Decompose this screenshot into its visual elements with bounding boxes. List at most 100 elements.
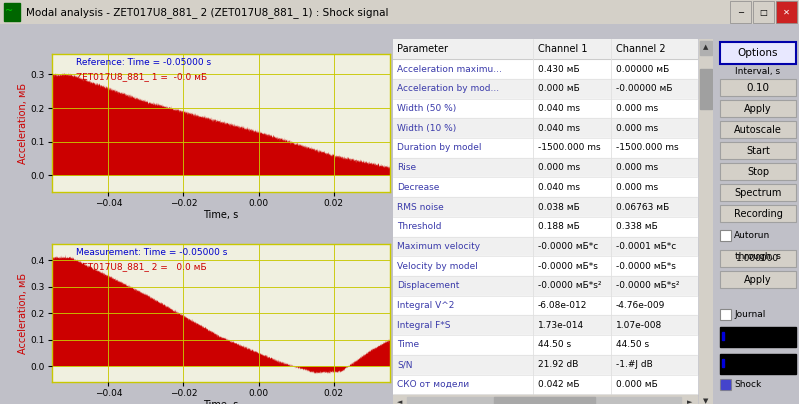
- Text: Channel 2: Channel 2: [616, 44, 666, 54]
- Text: 0.06763 мБ: 0.06763 мБ: [616, 202, 670, 212]
- Text: 0.430 мБ: 0.430 мБ: [538, 65, 579, 74]
- Text: -0.00000 мБ: -0.00000 мБ: [616, 84, 673, 93]
- Text: S/N: S/N: [397, 360, 412, 369]
- Text: -4.76e-009: -4.76e-009: [616, 301, 666, 310]
- FancyBboxPatch shape: [720, 142, 796, 159]
- Text: ~: ~: [5, 6, 13, 16]
- Text: 0.038 мБ: 0.038 мБ: [538, 202, 580, 212]
- X-axis label: Time, s: Time, s: [204, 400, 239, 404]
- Bar: [722, 332, 724, 340]
- Bar: [393, 316, 697, 335]
- Text: Spectrum: Spectrum: [734, 188, 781, 198]
- Bar: [393, 296, 697, 316]
- Bar: [393, 99, 697, 118]
- Bar: [393, 335, 697, 355]
- Text: 0.000 ms: 0.000 ms: [616, 104, 658, 113]
- Text: СКО от модели: СКО от модели: [397, 380, 469, 389]
- FancyBboxPatch shape: [720, 184, 796, 201]
- Bar: [393, 395, 697, 404]
- Text: Shock: Shock: [734, 380, 761, 389]
- Text: 0.000 ms: 0.000 ms: [616, 163, 658, 172]
- Text: Autorun: Autorun: [734, 231, 770, 240]
- Text: 1.73e-014: 1.73e-014: [538, 321, 584, 330]
- Text: Journal: Journal: [734, 310, 765, 319]
- Bar: [700, 41, 712, 55]
- Text: Displacement: Displacement: [397, 281, 459, 290]
- Bar: [720, 327, 796, 347]
- Text: Autoscale: Autoscale: [734, 125, 782, 135]
- Text: Threshold: Threshold: [397, 222, 442, 231]
- Bar: [393, 375, 697, 394]
- Text: 44.50 s: 44.50 s: [538, 341, 571, 349]
- Text: 0.000 мБ: 0.000 мБ: [616, 380, 658, 389]
- Text: 0.000 ms: 0.000 ms: [616, 183, 658, 192]
- Bar: [722, 359, 724, 367]
- Text: Rise: Rise: [397, 163, 416, 172]
- Y-axis label: Acceleration, мБ: Acceleration, мБ: [18, 83, 28, 164]
- Bar: [753, 1, 774, 23]
- Bar: [393, 118, 697, 138]
- Text: ▼: ▼: [703, 398, 709, 404]
- Text: Apply: Apply: [744, 275, 772, 285]
- FancyBboxPatch shape: [720, 121, 796, 138]
- Bar: [393, 197, 697, 217]
- Bar: [720, 230, 731, 241]
- Text: Stop: Stop: [747, 167, 769, 177]
- Text: Duration by model: Duration by model: [397, 143, 482, 152]
- Text: 0.00000 мБ: 0.00000 мБ: [616, 65, 670, 74]
- Text: ◄: ◄: [397, 399, 403, 404]
- Text: Acceleration by mod...: Acceleration by mod...: [397, 84, 499, 93]
- Text: -1500.000 ms: -1500.000 ms: [538, 143, 601, 152]
- Text: Integral F*S: Integral F*S: [397, 321, 451, 330]
- Bar: [4, 3, 20, 21]
- Text: Interval, s: Interval, s: [735, 67, 781, 76]
- FancyBboxPatch shape: [720, 205, 796, 222]
- Bar: [393, 158, 697, 177]
- FancyBboxPatch shape: [720, 250, 796, 267]
- Text: 44.50 s: 44.50 s: [616, 341, 649, 349]
- Bar: [393, 79, 697, 99]
- Bar: [776, 1, 797, 23]
- FancyBboxPatch shape: [720, 163, 796, 180]
- Text: Recording: Recording: [733, 209, 782, 219]
- Text: 1.000000: 1.000000: [737, 254, 780, 263]
- Text: 0.000 ms: 0.000 ms: [616, 124, 658, 133]
- Text: 0.188 мБ: 0.188 мБ: [538, 222, 580, 231]
- Text: 0.040 ms: 0.040 ms: [538, 183, 580, 192]
- Text: 0.000 мБ: 0.000 мБ: [538, 84, 580, 93]
- Text: -1.#J dB: -1.#J dB: [616, 360, 653, 369]
- Text: Acceleration maximu...: Acceleration maximu...: [397, 65, 502, 74]
- Text: 21.92 dB: 21.92 dB: [538, 360, 578, 369]
- Text: 1.07e-008: 1.07e-008: [616, 321, 662, 330]
- Bar: [407, 397, 681, 404]
- Bar: [700, 69, 712, 109]
- FancyBboxPatch shape: [720, 42, 796, 64]
- Bar: [393, 177, 697, 197]
- Text: -0.0000 мБ*s²: -0.0000 мБ*s²: [616, 281, 679, 290]
- Text: Channel 1: Channel 1: [538, 44, 587, 54]
- Text: 0.040 ms: 0.040 ms: [538, 104, 580, 113]
- Text: -0.0000 мБ*s: -0.0000 мБ*s: [538, 262, 598, 271]
- Text: ▲: ▲: [703, 44, 709, 50]
- Text: Time: Time: [397, 341, 419, 349]
- Text: ✕: ✕: [783, 8, 790, 17]
- Text: 0.10: 0.10: [746, 83, 769, 93]
- Text: Modal analysis - ZET017U8_881_ 2 (ZET017U8_881_ 1) : Shock signal: Modal analysis - ZET017U8_881_ 2 (ZET017…: [26, 7, 388, 17]
- Text: Integral V^2: Integral V^2: [397, 301, 455, 310]
- Text: 0.000 ms: 0.000 ms: [538, 163, 580, 172]
- Text: -0.0001 мБ*c: -0.0001 мБ*c: [616, 242, 676, 251]
- Text: Maximum velocity: Maximum velocity: [397, 242, 480, 251]
- Text: ZET017U8_881_ 2 =   0.0 мБ: ZET017U8_881_ 2 = 0.0 мБ: [76, 262, 207, 271]
- Text: Velocity by model: Velocity by model: [397, 262, 478, 271]
- Text: Decrease: Decrease: [397, 183, 439, 192]
- Text: Apply: Apply: [744, 104, 772, 114]
- Bar: [393, 59, 697, 79]
- Text: -0.0000 мБ*c: -0.0000 мБ*c: [538, 242, 598, 251]
- Bar: [720, 354, 796, 374]
- Text: ─: ─: [738, 8, 743, 17]
- Bar: [721, 380, 730, 389]
- FancyBboxPatch shape: [720, 100, 796, 117]
- Text: -1500.000 ms: -1500.000 ms: [616, 143, 678, 152]
- X-axis label: Time, s: Time, s: [204, 210, 239, 219]
- Text: Parameter: Parameter: [397, 44, 448, 54]
